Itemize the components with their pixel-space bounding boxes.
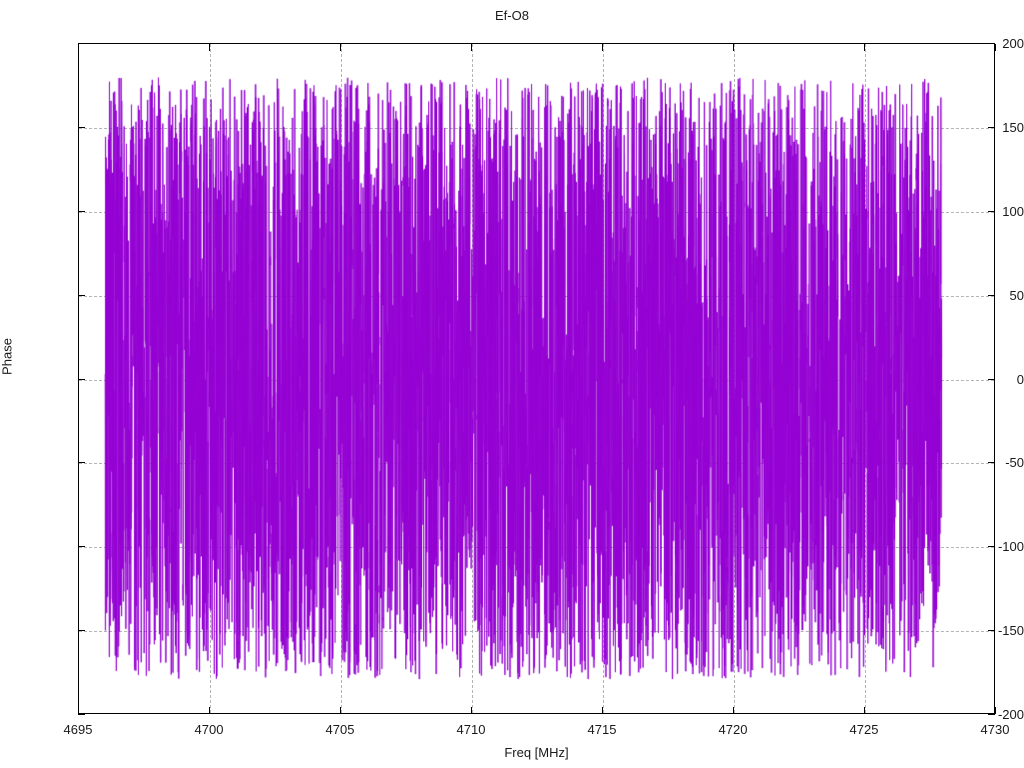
y-axis-tick-mark — [988, 378, 995, 380]
y-axis-tick-mark — [78, 546, 85, 548]
x-axis-tick-mark — [733, 707, 734, 714]
y-axis-tick-mark — [988, 546, 995, 548]
y-axis-tick-mark — [78, 43, 85, 44]
y-axis-tick-label: 100 — [1002, 203, 1024, 219]
y-axis-tick-mark — [78, 378, 85, 380]
x-axis-tick-label: 4720 — [718, 722, 748, 737]
x-axis-tick-mark — [864, 44, 865, 51]
y-axis-tick-mark — [988, 43, 995, 44]
x-axis-tick-mark — [209, 707, 210, 714]
x-axis-tick-label: 4725 — [849, 722, 879, 737]
x-axis-tick-mark — [733, 44, 734, 51]
x-axis-tick-mark — [340, 707, 341, 714]
y-axis-tick-mark — [78, 462, 85, 464]
x-axis-label: Freq [MHz] — [504, 745, 569, 760]
y-axis-tick-mark — [988, 630, 995, 632]
x-axis-tick-mark — [995, 707, 996, 714]
x-axis-tick-mark — [471, 707, 472, 714]
x-axis-tick-mark — [78, 707, 79, 714]
phase-trace-canvas — [79, 44, 994, 713]
y-axis-tick-mark — [78, 294, 85, 296]
y-axis-tick-mark — [988, 210, 995, 212]
x-axis-tick-mark — [78, 44, 79, 51]
x-axis-tick-mark — [864, 707, 865, 714]
x-axis-tick-label: 4705 — [325, 722, 355, 737]
y-axis-tick-mark — [988, 462, 995, 464]
y-axis-tick-label: 150 — [1002, 119, 1024, 135]
x-axis-tick-mark — [340, 44, 341, 51]
chart-title: Ef-O8 — [495, 8, 529, 23]
y-axis-label: Phase — [0, 338, 15, 375]
x-axis-tick-label: 4700 — [194, 722, 224, 737]
y-axis-tick-label: -200 — [997, 707, 1024, 722]
y-axis-tick-mark — [78, 210, 85, 212]
y-axis-tick-label: 200 — [1002, 36, 1024, 51]
x-axis-tick-label: 4730 — [980, 722, 1010, 737]
y-axis-tick-label: -100 — [997, 539, 1024, 555]
y-axis-tick-label: 50 — [1009, 287, 1024, 303]
x-axis-tick-label: 4710 — [456, 722, 486, 737]
x-axis-tick-mark — [995, 44, 996, 51]
x-axis-tick-mark — [602, 44, 603, 51]
x-axis-tick-mark — [209, 44, 210, 51]
y-axis-tick-mark — [988, 126, 995, 128]
y-axis-tick-label: 0 — [1016, 371, 1024, 387]
y-axis-tick-mark — [988, 714, 995, 715]
x-axis-tick-label: 4715 — [587, 722, 617, 737]
x-axis-tick-mark — [471, 44, 472, 51]
y-axis-tick-mark — [78, 630, 85, 632]
y-axis-tick-mark — [78, 126, 85, 128]
y-axis-tick-label: -50 — [1005, 455, 1024, 471]
x-axis-tick-label: 4695 — [63, 722, 93, 737]
y-axis-tick-mark — [988, 294, 995, 296]
y-axis-tick-mark — [78, 714, 85, 715]
x-axis-tick-mark — [602, 707, 603, 714]
y-axis-tick-label: -150 — [997, 623, 1024, 639]
plot-area — [78, 43, 995, 714]
